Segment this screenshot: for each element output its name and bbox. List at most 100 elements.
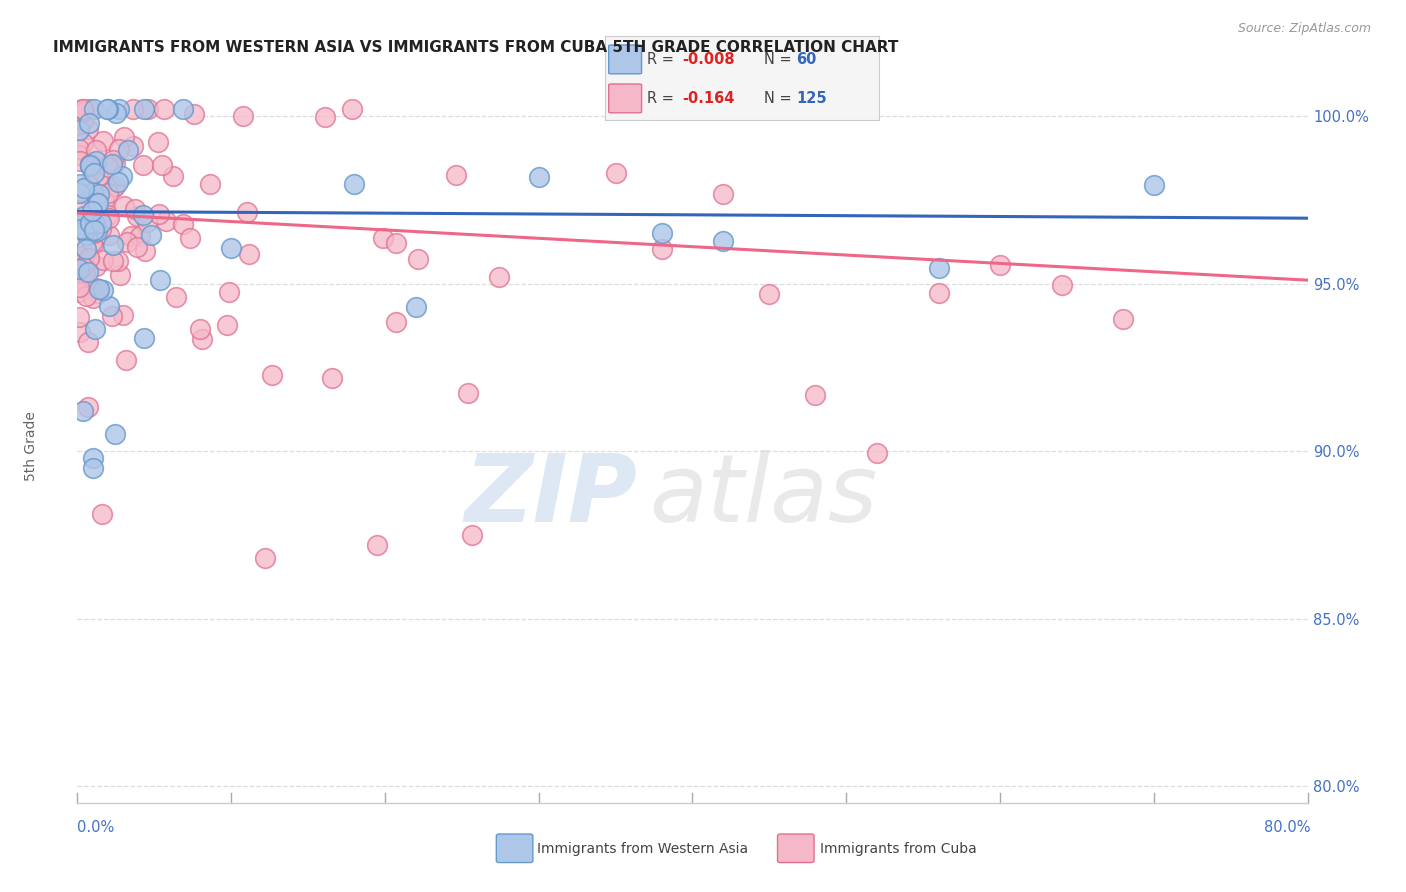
Point: [84, 260, 107, 274]
Text: -0.164: -0.164: [683, 91, 735, 106]
FancyBboxPatch shape: [609, 84, 641, 112]
Point: [75, 215, 97, 229]
Point: [67, 186, 90, 200]
Point: [988, 258, 1011, 272]
Point: [457, 385, 479, 400]
Point: [96, 103, 118, 117]
Point: [110, 268, 132, 283]
Point: [72, 103, 94, 117]
Text: Source: ZipAtlas.com: Source: ZipAtlas.com: [1237, 22, 1371, 36]
Point: [87, 195, 110, 210]
Point: [72, 404, 94, 418]
Point: [141, 228, 163, 243]
Point: [84, 280, 107, 294]
Point: [69, 153, 91, 168]
Point: [73, 180, 96, 194]
Point: [93, 193, 115, 207]
Point: [651, 242, 673, 256]
Point: [77, 178, 100, 192]
Text: IMMIGRANTS FROM WESTERN ASIA VS IMMIGRANTS FROM CUBA 5TH GRADE CORRELATION CHART: IMMIGRANTS FROM WESTERN ASIA VS IMMIGRAN…: [53, 40, 898, 55]
Point: [866, 446, 889, 460]
Point: [165, 290, 187, 304]
Point: [129, 228, 152, 243]
Point: [132, 103, 155, 117]
Point: [67, 285, 90, 299]
Point: [86, 196, 108, 211]
Point: [100, 310, 122, 324]
Point: [188, 322, 211, 336]
Text: N =: N =: [763, 52, 796, 67]
Point: [112, 130, 135, 145]
Text: atlas: atlas: [650, 450, 877, 541]
Point: [117, 235, 139, 249]
Point: [67, 249, 90, 263]
Point: [488, 269, 510, 284]
Point: [87, 186, 110, 201]
Point: [75, 289, 97, 303]
Point: [114, 199, 136, 213]
Point: [651, 226, 673, 240]
Point: [79, 116, 101, 130]
Point: [605, 166, 627, 180]
Point: [711, 187, 734, 202]
Point: [70, 103, 93, 117]
Point: [67, 274, 90, 288]
Point: [127, 209, 149, 223]
Point: [444, 168, 467, 182]
Point: [385, 315, 408, 329]
Point: [69, 310, 91, 324]
Point: [218, 285, 240, 299]
Point: [179, 231, 201, 245]
Point: [79, 216, 101, 230]
Text: Immigrants from Western Asia: Immigrants from Western Asia: [537, 842, 748, 856]
Point: [79, 209, 101, 223]
Point: [82, 235, 104, 249]
Point: [148, 135, 170, 149]
Point: [321, 370, 343, 384]
Point: [76, 278, 98, 293]
Point: [84, 322, 107, 336]
Point: [82, 450, 104, 465]
Point: [84, 153, 107, 168]
Point: [77, 335, 100, 350]
Point: [86, 223, 108, 237]
Text: 80.0%: 80.0%: [1264, 821, 1310, 835]
Point: [72, 187, 94, 202]
Point: [928, 286, 950, 301]
Point: [366, 538, 388, 552]
Point: [75, 243, 97, 257]
Point: [69, 177, 91, 191]
Text: 5th Grade: 5th Grade: [24, 411, 38, 481]
Point: [83, 226, 105, 240]
Point: [132, 330, 155, 344]
Point: [758, 287, 780, 301]
Point: [73, 210, 96, 224]
Point: [148, 207, 170, 221]
Point: [91, 253, 114, 268]
Point: [70, 221, 93, 235]
Point: [122, 103, 145, 117]
Point: [108, 142, 131, 156]
Point: [91, 176, 114, 190]
Point: [527, 170, 550, 185]
Point: [83, 103, 105, 117]
Point: [77, 401, 100, 415]
Point: [153, 103, 176, 117]
Point: [104, 106, 127, 120]
Point: [73, 103, 96, 118]
Point: [111, 308, 134, 322]
Point: [72, 136, 94, 150]
Point: [340, 103, 363, 117]
Point: [90, 216, 112, 230]
Point: [101, 238, 124, 252]
Point: [91, 283, 114, 297]
Point: [79, 159, 101, 173]
Point: [461, 528, 484, 542]
Point: [117, 143, 139, 157]
Point: [82, 237, 104, 252]
Point: [108, 103, 131, 117]
Point: [77, 251, 100, 265]
Point: [67, 123, 90, 137]
Point: [86, 203, 108, 218]
Point: [67, 217, 90, 231]
